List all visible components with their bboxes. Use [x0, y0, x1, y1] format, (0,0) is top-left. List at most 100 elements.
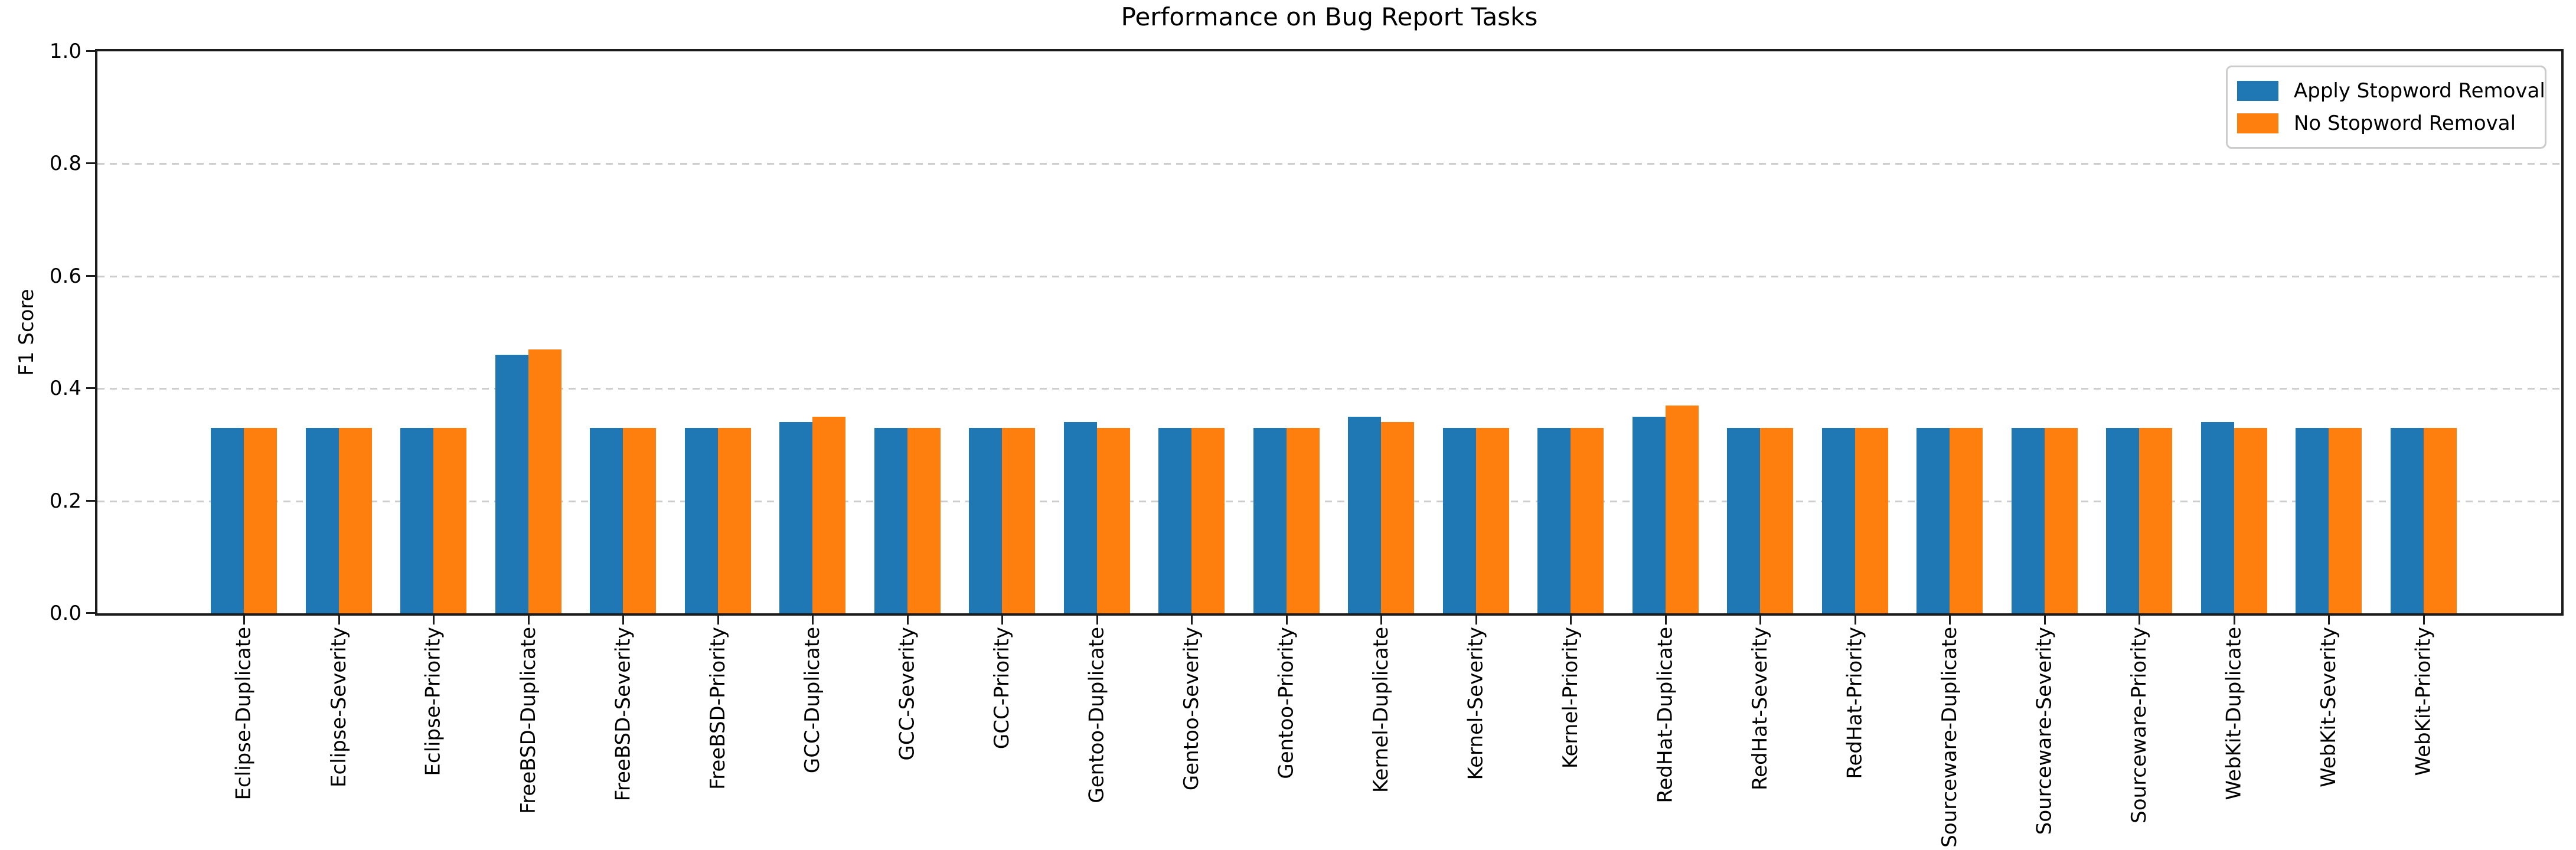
bar-apply-stopword-webkit-priority — [2390, 428, 2424, 613]
bar-apply-stopword-redhat-severity — [1727, 428, 1760, 613]
x-tick-mark — [717, 616, 719, 625]
x-tick-label: FreeBSD-Severity — [611, 627, 635, 802]
x-tick-label: Sourceware-Duplicate — [1938, 627, 1961, 848]
bar-no-stopword-gcc-priority — [1002, 428, 1035, 613]
x-tick-mark — [2233, 616, 2235, 625]
bar-no-stopword-redhat-duplicate — [1665, 406, 1699, 613]
plot-area — [95, 49, 2564, 616]
bar-apply-stopword-gcc-severity — [874, 428, 907, 613]
x-tick-mark — [1949, 616, 1951, 625]
y-tick-label: 0.0 — [49, 601, 81, 625]
x-tick-label: Eclipse-Duplicate — [232, 627, 256, 800]
bar-apply-stopword-kernel-severity — [1442, 428, 1476, 613]
x-tick-label: Gentoo-Duplicate — [1085, 627, 1109, 803]
legend-swatch-apply-stopword — [2237, 80, 2278, 101]
y-tick-mark — [86, 50, 95, 52]
x-tick-mark — [1096, 616, 1098, 625]
bar-apply-stopword-freebsd-duplicate — [495, 355, 528, 613]
bar-apply-stopword-kernel-priority — [1537, 428, 1571, 613]
bar-no-stopword-gentoo-severity — [1191, 428, 1225, 613]
bar-no-stopword-eclipse-duplicate — [244, 428, 277, 613]
legend-row: No Stopword Removal — [2237, 112, 2535, 135]
x-tick-label: Kernel-Priority — [1559, 627, 1582, 769]
x-tick-mark — [338, 616, 340, 625]
bar-apply-stopword-redhat-duplicate — [1632, 417, 1666, 613]
y-tick-label: 0.4 — [49, 377, 81, 400]
bar-no-stopword-freebsd-severity — [623, 428, 656, 613]
x-tick-label: Gentoo-Priority — [1274, 627, 1298, 779]
x-tick-mark — [1570, 616, 1572, 625]
y-tick-mark — [86, 500, 95, 502]
bar-no-stopword-gcc-severity — [907, 428, 941, 613]
chart-title: Performance on Bug Report Tasks — [1121, 2, 1538, 31]
x-tick-label: Kernel-Duplicate — [1369, 627, 1393, 793]
y-tick-mark — [86, 387, 95, 389]
bar-no-stopword-gcc-duplicate — [812, 417, 845, 613]
x-tick-label: RedHat-Priority — [1843, 627, 1867, 779]
legend-swatch-no-stopword — [2237, 113, 2278, 134]
x-tick-label: WebKit-Duplicate — [2222, 627, 2246, 800]
y-tick-label: 0.8 — [49, 152, 81, 175]
bar-apply-stopword-freebsd-severity — [590, 428, 623, 613]
x-tick-mark — [2138, 616, 2140, 625]
bar-no-stopword-eclipse-priority — [433, 428, 466, 613]
bar-apply-stopword-kernel-duplicate — [1348, 417, 1381, 613]
gridline-0.2 — [97, 501, 2561, 502]
bar-apply-stopword-sourceware-duplicate — [1917, 428, 1950, 613]
bar-apply-stopword-gcc-priority — [969, 428, 1002, 613]
x-tick-label: GCC-Duplicate — [801, 627, 824, 774]
bar-no-stopword-sourceware-duplicate — [1950, 428, 1983, 613]
x-tick-mark — [1285, 616, 1288, 625]
bar-no-stopword-webkit-duplicate — [2234, 428, 2267, 613]
plot-inner — [97, 51, 2561, 613]
x-tick-mark — [433, 616, 435, 625]
x-tick-label: WebKit-Priority — [2411, 627, 2435, 776]
bar-apply-stopword-eclipse-duplicate — [211, 428, 244, 613]
x-tick-mark — [1854, 616, 1856, 625]
bar-no-stopword-sourceware-priority — [2139, 428, 2172, 613]
x-tick-mark — [1475, 616, 1477, 625]
x-tick-mark — [2328, 616, 2330, 625]
x-tick-label: RedHat-Severity — [1748, 627, 1772, 791]
bar-apply-stopword-redhat-priority — [1821, 428, 1855, 613]
x-tick-mark — [906, 616, 909, 625]
x-tick-mark — [2422, 616, 2425, 625]
y-tick-label: 1.0 — [49, 40, 81, 63]
bar-apply-stopword-sourceware-severity — [2011, 428, 2045, 613]
x-tick-label: RedHat-Duplicate — [1653, 627, 1677, 803]
x-tick-mark — [2043, 616, 2046, 625]
legend-label: Apply Stopword Removal — [2294, 79, 2545, 103]
bar-apply-stopword-webkit-duplicate — [2200, 422, 2234, 613]
legend: Apply Stopword Removal No Stopword Remov… — [2226, 66, 2546, 149]
x-tick-mark — [622, 616, 624, 625]
x-tick-mark — [527, 616, 530, 625]
bar-apply-stopword-webkit-severity — [2296, 428, 2329, 613]
x-tick-label: Eclipse-Priority — [422, 627, 445, 776]
gridline-0.8 — [97, 163, 2561, 165]
x-tick-label: FreeBSD-Duplicate — [516, 627, 540, 814]
legend-row: Apply Stopword Removal — [2237, 79, 2545, 103]
bar-no-stopword-freebsd-priority — [717, 428, 751, 613]
bar-apply-stopword-freebsd-priority — [684, 428, 718, 613]
y-tick-mark — [86, 275, 95, 277]
bar-no-stopword-webkit-severity — [2329, 428, 2362, 613]
bar-no-stopword-gentoo-priority — [1286, 428, 1320, 613]
x-tick-label: Sourceware-Severity — [2032, 627, 2056, 835]
x-tick-label: FreeBSD-Priority — [706, 627, 730, 790]
legend-label: No Stopword Removal — [2294, 112, 2516, 136]
bar-no-stopword-kernel-severity — [1475, 428, 1509, 613]
bar-apply-stopword-gentoo-duplicate — [1063, 422, 1097, 613]
bar-apply-stopword-gentoo-priority — [1253, 428, 1287, 613]
x-tick-label: Gentoo-Severity — [1180, 627, 1203, 791]
bar-no-stopword-webkit-priority — [2423, 428, 2457, 613]
bar-no-stopword-kernel-priority — [1571, 428, 1604, 613]
x-tick-mark — [1380, 616, 1382, 625]
x-tick-mark — [1001, 616, 1003, 625]
bar-apply-stopword-eclipse-severity — [305, 428, 339, 613]
x-tick-mark — [812, 616, 814, 625]
y-tick-label: 0.6 — [49, 264, 81, 288]
bar-no-stopword-redhat-priority — [1855, 428, 1888, 613]
x-tick-label: WebKit-Severity — [2317, 627, 2340, 787]
x-tick-mark — [1664, 616, 1667, 625]
